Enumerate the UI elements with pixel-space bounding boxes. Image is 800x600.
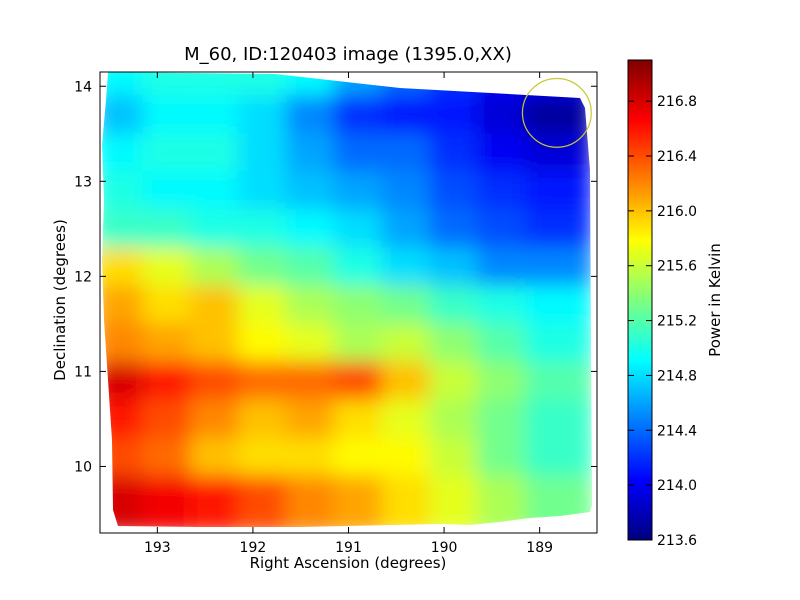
x-tick-label: 192 xyxy=(240,540,267,556)
colorbar-tick-label: 215.6 xyxy=(657,259,697,275)
y-tick-label: 10 xyxy=(74,459,92,475)
x-axis: 193 192 191 190 189 xyxy=(144,72,553,556)
colorbar: 213.6 214.0 214.4 214.8 215.2 215.6 216.0 216.4… xyxy=(627,59,724,549)
plot-area: 193 192 191 190 189 10 11 12 13 14 xyxy=(74,71,598,556)
x-axis-label: Right Ascension (degrees) xyxy=(250,554,447,572)
colorbar-gradient xyxy=(627,59,653,541)
colorbar-ticks: 213.6 214.0 214.4 214.8 215.2 215.6 216.0 216.4… xyxy=(628,94,697,549)
colorbar-tick-label: 214.4 xyxy=(657,423,697,439)
y-tick-label: 12 xyxy=(74,269,92,285)
colorbar-tick-label: 216.4 xyxy=(657,149,697,165)
y-axis-label: Declination (degrees) xyxy=(51,219,69,381)
colorbar-tick-label: 216.8 xyxy=(657,94,697,110)
colorbar-tick-label: 214.0 xyxy=(657,478,697,494)
y-tick-label: 13 xyxy=(74,174,92,190)
x-tick-label: 193 xyxy=(144,540,171,556)
y-tick-label: 11 xyxy=(74,364,92,380)
colorbar-tick-label: 215.2 xyxy=(657,314,697,330)
heatmap-cells xyxy=(102,72,592,527)
x-tick-label: 190 xyxy=(431,540,458,556)
colorbar-tick-label: 216.0 xyxy=(657,204,697,220)
colorbar-tick-label: 213.6 xyxy=(657,533,697,549)
beam-circle-annotation xyxy=(521,77,592,148)
colorbar-label: Power in Kelvin xyxy=(706,243,724,357)
y-tick-label: 14 xyxy=(74,79,92,95)
x-tick-label: 191 xyxy=(335,540,362,556)
chart-title: M_60, ID:120403 image (1395.0,XX) xyxy=(184,44,512,65)
y-axis: 10 11 12 13 14 xyxy=(74,79,597,475)
x-tick-label: 189 xyxy=(526,540,553,556)
colorbar-tick-label: 214.8 xyxy=(657,368,697,384)
